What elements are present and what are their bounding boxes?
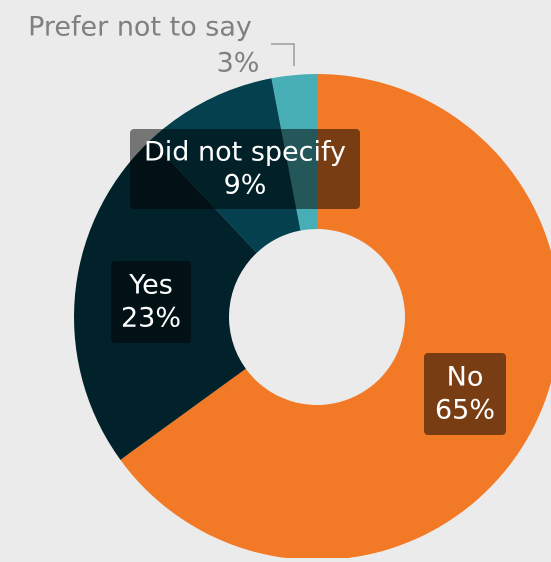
label-category: No (447, 362, 484, 393)
leader-line (271, 43, 295, 66)
label-box (111, 261, 191, 343)
label-percent: 65% (435, 395, 495, 426)
label-category: Did not specify (144, 137, 346, 168)
label-category: Yes (128, 270, 173, 301)
slice-label-prefer-not-to-say: Prefer not to say 3% (28, 12, 295, 79)
label-percent: 3% (217, 48, 260, 79)
label-box (130, 129, 360, 209)
label-box (424, 353, 506, 435)
label-percent: 9% (224, 170, 267, 201)
label-percent: 23% (121, 303, 181, 334)
label-category: Prefer not to say (28, 12, 252, 43)
slice-no (120, 74, 551, 560)
